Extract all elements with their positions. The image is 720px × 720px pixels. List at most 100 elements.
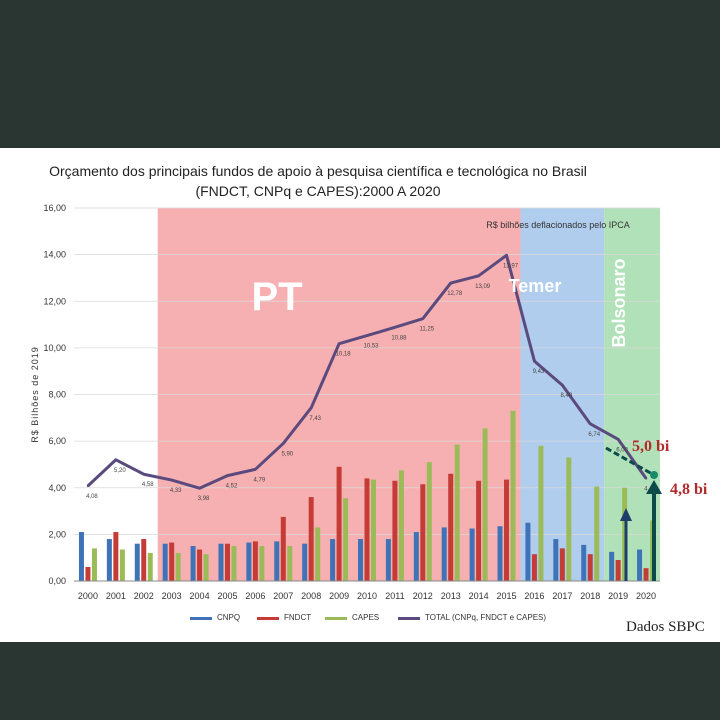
total-data-label: 8,40 [560, 393, 572, 399]
legend-label-2: FNDCT [284, 613, 311, 622]
chart-text: 0,00 2,00 4,00 6,00 8,00 10,00 12,00 14,00 16,00… [30, 163, 657, 601]
bar-cnpq-2000 [78, 532, 84, 581]
total-data-label: 9,43 [533, 369, 545, 375]
x-tick-label: 2008 [301, 591, 321, 601]
total-data-label: 10,53 [363, 344, 379, 350]
bar-cnpq-2011 [385, 539, 391, 581]
annotation-lower: 4,8 bi [670, 481, 708, 498]
bar-fndct-2017 [559, 548, 565, 581]
y-axis-label: R$ Bilhões de 2019 [30, 346, 40, 443]
total-point-2006 [254, 468, 257, 471]
total-point-2016 [533, 359, 536, 363]
x-tick-label: 2000 [78, 591, 98, 601]
bar-capes-2004 [203, 554, 209, 581]
bar-capes-2000 [91, 548, 97, 581]
x-tick-label: 2020 [636, 591, 656, 601]
bar-fndct-2011 [392, 480, 398, 581]
total-point-2005 [226, 474, 229, 477]
total-data-label: 5,90 [281, 451, 293, 457]
bar-cnpq-2010 [358, 539, 363, 581]
x-tick-label: 2013 [441, 591, 461, 601]
bar-cnpq-2013 [441, 527, 447, 581]
bar-cnpq-2019 [609, 551, 615, 581]
total-point-2004 [198, 487, 201, 490]
total-data-label: 10,88 [391, 335, 407, 341]
legend-label-4: TOTAL (CNPq, FNDCT e CAPES) [425, 613, 546, 622]
x-tick-label: 2018 [580, 591, 600, 601]
bar-cnpq-2006 [246, 542, 252, 581]
chart-panel: 0,00 2,00 4,00 6,00 8,00 10,00 12,00 14,00 16,00… [0, 148, 720, 642]
bar-capes-2013 [454, 444, 460, 581]
bar-fndct-2014 [476, 480, 482, 581]
total-point-2015 [505, 254, 508, 257]
total-data-label: 4,52 [226, 484, 238, 490]
bar-capes-2015 [510, 410, 516, 581]
bar-cnpq-2009 [330, 539, 336, 581]
x-tick-label: 2019 [608, 591, 628, 601]
projection-line [605, 446, 655, 477]
bar-fndct-2010 [364, 478, 370, 581]
bar-cnpq-2012 [413, 532, 419, 581]
x-tick-label: 2002 [134, 591, 154, 601]
x-tick-label: 2009 [329, 591, 349, 601]
total-point-2019 [616, 438, 620, 441]
y-tick-label: 14,00 [43, 250, 66, 260]
bar-capes-2018 [594, 486, 600, 581]
bar-capes-2008 [315, 527, 321, 581]
total-data-label: 13,97 [503, 263, 519, 269]
total-data-label: 5,20 [114, 468, 126, 474]
chart-subtitle: R$ bilhões deflacionados pelo IPCA [486, 220, 630, 230]
bar-fndct-2003 [169, 542, 175, 581]
bar-capes-2001 [119, 549, 125, 581]
bar-cnpq-2014 [469, 528, 475, 581]
bar-cnpq-2008 [302, 543, 308, 581]
total-data-label: 6,08 [616, 447, 628, 453]
total-point-2007 [282, 442, 285, 445]
legend: CNPQ FNDCT CAPES TOTAL (CNPq, FNDCT e CAPES… [190, 613, 546, 622]
bar-fndct-2015 [504, 479, 510, 581]
period-label-pt: PT [251, 275, 302, 319]
total-data-label: 4,33 [170, 488, 182, 494]
bar-fndct-2004 [197, 549, 203, 581]
bar-cnpq-2005 [218, 543, 224, 581]
total-data-label: 4,58 [142, 482, 154, 488]
period-label-temer: Temer [509, 276, 562, 296]
y-tick-label: 6,00 [48, 436, 66, 446]
total-point-2000 [86, 484, 90, 488]
total-point-2008 [309, 406, 313, 409]
total-point-2013 [449, 281, 452, 285]
y-tick-label: 8,00 [48, 390, 66, 400]
bar-fndct-2005 [224, 543, 230, 581]
total-point-2011 [393, 326, 397, 329]
bar-cnpq-2003 [162, 543, 168, 581]
legend-swatch-3 [325, 617, 347, 620]
total-point-2017 [561, 383, 564, 387]
total-data-label: 11,25 [420, 327, 435, 333]
arrow-upper-head [620, 508, 632, 521]
bar-capes-2002 [147, 553, 153, 581]
y-tick-label: 16,00 [43, 203, 66, 213]
total-data-label: 4,08 [86, 494, 98, 500]
bar-capes-2012 [426, 462, 432, 581]
bar-fndct-2013 [448, 473, 454, 581]
chart-title-line-1: Orçamento dos principais fundos de apoio… [49, 163, 587, 179]
x-tick-label: 2006 [245, 591, 265, 601]
projection-point [650, 471, 658, 479]
bar-cnpq-2018 [581, 544, 587, 581]
period-label-bolsonaro: Bolsonaro [609, 258, 629, 347]
chart-svg: 0,00 2,00 4,00 6,00 8,00 10,00 12,00 14,00 16,00… [30, 163, 708, 635]
total-point-2018 [589, 422, 592, 426]
total-data-label: 12,78 [447, 291, 463, 297]
bar-fndct-2001 [113, 532, 119, 581]
total-data-label: 7,43 [309, 416, 321, 422]
bar-fndct-2018 [587, 554, 593, 581]
x-tick-label: 2001 [106, 591, 126, 601]
bar-cnpq-2016 [525, 522, 531, 581]
x-tick-label: 2010 [357, 591, 377, 601]
bar-capes-2017 [566, 457, 572, 581]
legend-swatch-4 [398, 617, 420, 620]
x-tick-label: 2003 [162, 591, 182, 601]
total-point-2010 [365, 334, 369, 337]
x-tick-label: 2004 [190, 591, 210, 601]
total-point-2003 [170, 478, 173, 482]
